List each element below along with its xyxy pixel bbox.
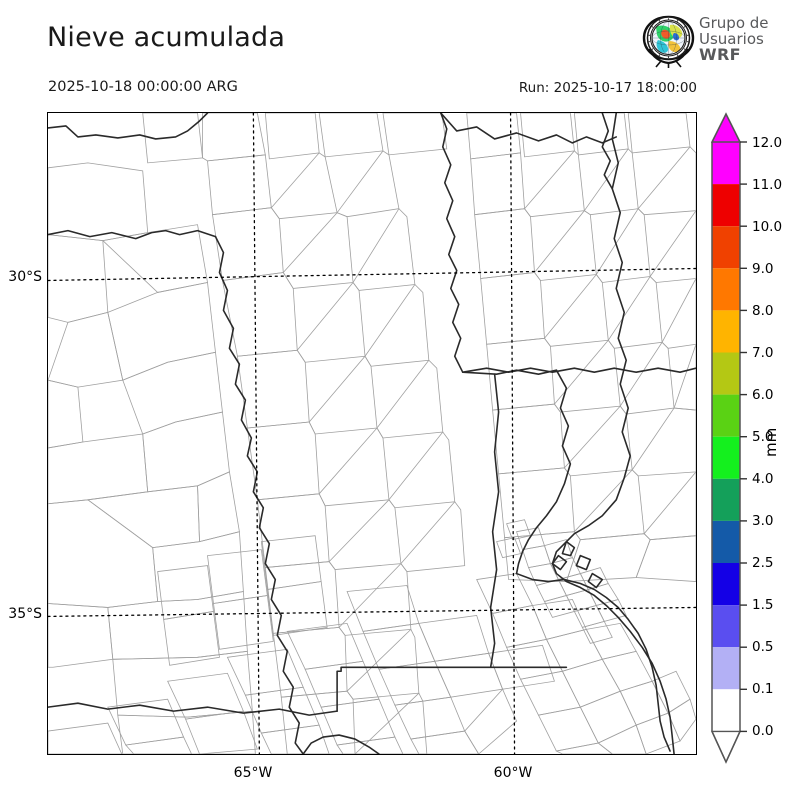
colorbar-tick-3: 3.0 (752, 513, 774, 529)
province-boundaries (48, 113, 696, 754)
colorbar-tick-5: 5.0 (752, 429, 774, 445)
page-title: Nieve acumulada (47, 22, 286, 53)
colorbar-over-arrow (710, 112, 742, 143)
run-time-label: Run: 2025-10-17 18:00:00 (518, 80, 697, 96)
colorbar-tick-1p5: 1.5 (752, 597, 774, 613)
colorbar-tick-0p1: 0.1 (752, 681, 774, 697)
logo-line-3: WRF (699, 45, 741, 64)
graticule-lon-65w (252, 113, 260, 754)
colorbar-bands (712, 142, 740, 732)
colorbar-ticks (740, 141, 747, 733)
graticule-lon-60w (509, 113, 516, 754)
colorbar-tick-7: 7.0 (752, 345, 774, 361)
colorbar-tick-12: 12.0 (752, 135, 783, 151)
graticule-lat-30s (48, 267, 696, 282)
valid-time-label: 2025-10-18 00:00:00 ARG (48, 79, 238, 95)
logo-line-2: Usuarios (699, 30, 764, 48)
colorbar-tick-0p0: 0.0 (752, 723, 774, 739)
department-boundaries (48, 113, 696, 754)
axis-label-lat-35s: 35°S (8, 606, 42, 622)
colorbar-under-arrow (710, 730, 742, 764)
colorbar[interactable]: 12.0 11.0 10.0 9.0 8.0 7.0 6.0 5.0 4.0 3… (706, 112, 796, 772)
colorbar-tick-0p5: 0.5 (752, 639, 774, 655)
graticule-lat-35s (48, 606, 696, 618)
axis-label-lon-65w: 65°W (233, 765, 273, 781)
map-canvas (48, 113, 696, 754)
map-plot-area[interactable] (47, 112, 697, 755)
colorbar-tick-9: 9.0 (752, 261, 774, 277)
colorbar-tick-6: 6.0 (752, 387, 774, 403)
brand-logo: Grupo de Usuarios WRF (641, 13, 797, 71)
colorbar-tick-8: 8.0 (752, 303, 774, 319)
logo-line-1: Grupo de (699, 14, 769, 32)
colorbar-unit-label: mm (762, 427, 780, 457)
axis-label-lon-60w: 60°W (493, 765, 533, 781)
colorbar-tick-2p5: 2.5 (752, 555, 774, 571)
wrf-users-group-seal-icon (641, 13, 696, 69)
graticule-lines (48, 113, 696, 754)
colorbar-canvas (710, 112, 747, 764)
colorbar-tick-11: 11.0 (752, 177, 783, 193)
axis-label-lat-30s: 30°S (8, 269, 42, 285)
logo-text: Grupo de Usuarios WRF (699, 15, 769, 63)
colorbar-tick-4: 4.0 (752, 471, 774, 487)
colorbar-tick-10: 10.0 (752, 219, 783, 235)
